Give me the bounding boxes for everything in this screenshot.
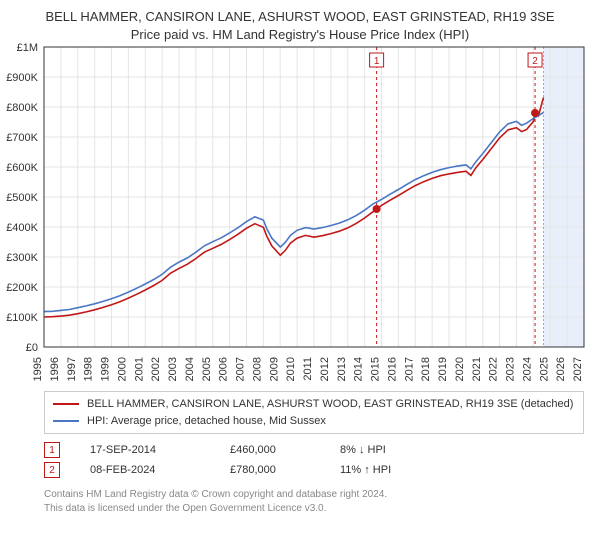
svg-text:2011: 2011	[302, 357, 314, 381]
event-delta: 8% ↓ HPI	[340, 444, 460, 456]
svg-text:£600K: £600K	[6, 162, 38, 174]
svg-text:2020: 2020	[454, 357, 466, 381]
svg-text:1999: 1999	[100, 357, 112, 381]
event-row: 1 17-SEP-2014£460,0008% ↓ HPI	[44, 440, 600, 460]
svg-text:2006: 2006	[218, 357, 230, 381]
svg-text:2025: 2025	[538, 357, 550, 381]
svg-text:2008: 2008	[251, 357, 263, 381]
svg-text:£100K: £100K	[6, 312, 38, 324]
svg-text:2019: 2019	[437, 357, 449, 381]
svg-text:£1M: £1M	[17, 43, 38, 54]
legend: BELL HAMMER, CANSIRON LANE, ASHURST WOOD…	[44, 391, 584, 434]
svg-text:2010: 2010	[285, 357, 297, 381]
svg-text:2024: 2024	[521, 357, 533, 381]
svg-text:2013: 2013	[336, 357, 348, 381]
svg-text:2000: 2000	[116, 357, 128, 381]
svg-text:2018: 2018	[420, 357, 432, 381]
svg-text:2003: 2003	[167, 357, 179, 381]
event-badge: 1	[44, 442, 60, 458]
svg-text:£800K: £800K	[6, 102, 38, 114]
legend-row: BELL HAMMER, CANSIRON LANE, ASHURST WOOD…	[53, 396, 575, 413]
credits: Contains HM Land Registry data © Crown c…	[44, 488, 600, 515]
legend-label: HPI: Average price, detached house, Mid …	[87, 413, 326, 430]
credits-line-1: Contains HM Land Registry data © Crown c…	[44, 488, 600, 502]
svg-text:2005: 2005	[201, 357, 213, 381]
svg-text:2027: 2027	[572, 357, 584, 381]
svg-text:2014: 2014	[353, 357, 365, 381]
svg-text:2023: 2023	[505, 357, 517, 381]
legend-swatch	[53, 403, 79, 405]
svg-text:1997: 1997	[66, 357, 78, 381]
svg-text:1998: 1998	[83, 357, 95, 381]
svg-text:2017: 2017	[403, 357, 415, 381]
title-line-2: Price paid vs. HM Land Registry's House …	[0, 26, 600, 44]
svg-text:2022: 2022	[488, 357, 500, 381]
svg-text:2007: 2007	[235, 357, 247, 381]
svg-text:2001: 2001	[133, 357, 145, 381]
svg-text:£200K: £200K	[6, 282, 38, 294]
chart-title: BELL HAMMER, CANSIRON LANE, ASHURST WOOD…	[0, 0, 600, 43]
event-date: 17-SEP-2014	[90, 444, 230, 456]
event-badge: 2	[44, 462, 60, 478]
svg-text:£700K: £700K	[6, 132, 38, 144]
svg-text:2012: 2012	[319, 357, 331, 381]
svg-text:2002: 2002	[150, 357, 162, 381]
svg-text:1995: 1995	[32, 357, 44, 381]
event-list: 1 17-SEP-2014£460,0008% ↓ HPI 2 08-FEB-2024…	[44, 440, 600, 480]
svg-text:£900K: £900K	[6, 72, 38, 84]
svg-text:£300K: £300K	[6, 252, 38, 264]
svg-text:£400K: £400K	[6, 222, 38, 234]
svg-text:2: 2	[532, 56, 538, 67]
event-delta: 11% ↑ HPI	[340, 464, 460, 476]
event-price: £460,000	[230, 444, 340, 456]
legend-row: HPI: Average price, detached house, Mid …	[53, 413, 575, 430]
svg-text:2004: 2004	[184, 357, 196, 381]
event-date: 08-FEB-2024	[90, 464, 230, 476]
svg-text:2026: 2026	[555, 357, 567, 381]
svg-text:1996: 1996	[49, 357, 61, 381]
svg-text:2015: 2015	[370, 357, 382, 381]
event-price: £780,000	[230, 464, 340, 476]
svg-text:1: 1	[374, 56, 380, 67]
svg-text:2016: 2016	[386, 357, 398, 381]
credits-line-2: This data is licensed under the Open Gov…	[44, 502, 600, 516]
event-row: 2 08-FEB-2024£780,00011% ↑ HPI	[44, 460, 600, 480]
price-chart: £0 £100K £200K £300K £400K £500K £600K £700K £80…	[0, 43, 600, 383]
legend-swatch	[53, 420, 79, 422]
svg-text:2021: 2021	[471, 357, 483, 381]
chart-svg: £0 £100K £200K £300K £400K £500K £600K £700K £80…	[0, 43, 600, 383]
title-line-1: BELL HAMMER, CANSIRON LANE, ASHURST WOOD…	[0, 8, 600, 26]
legend-label: BELL HAMMER, CANSIRON LANE, ASHURST WOOD…	[87, 396, 573, 413]
svg-text:£500K: £500K	[6, 192, 38, 204]
svg-text:£0: £0	[26, 342, 38, 354]
svg-text:2009: 2009	[268, 357, 280, 381]
